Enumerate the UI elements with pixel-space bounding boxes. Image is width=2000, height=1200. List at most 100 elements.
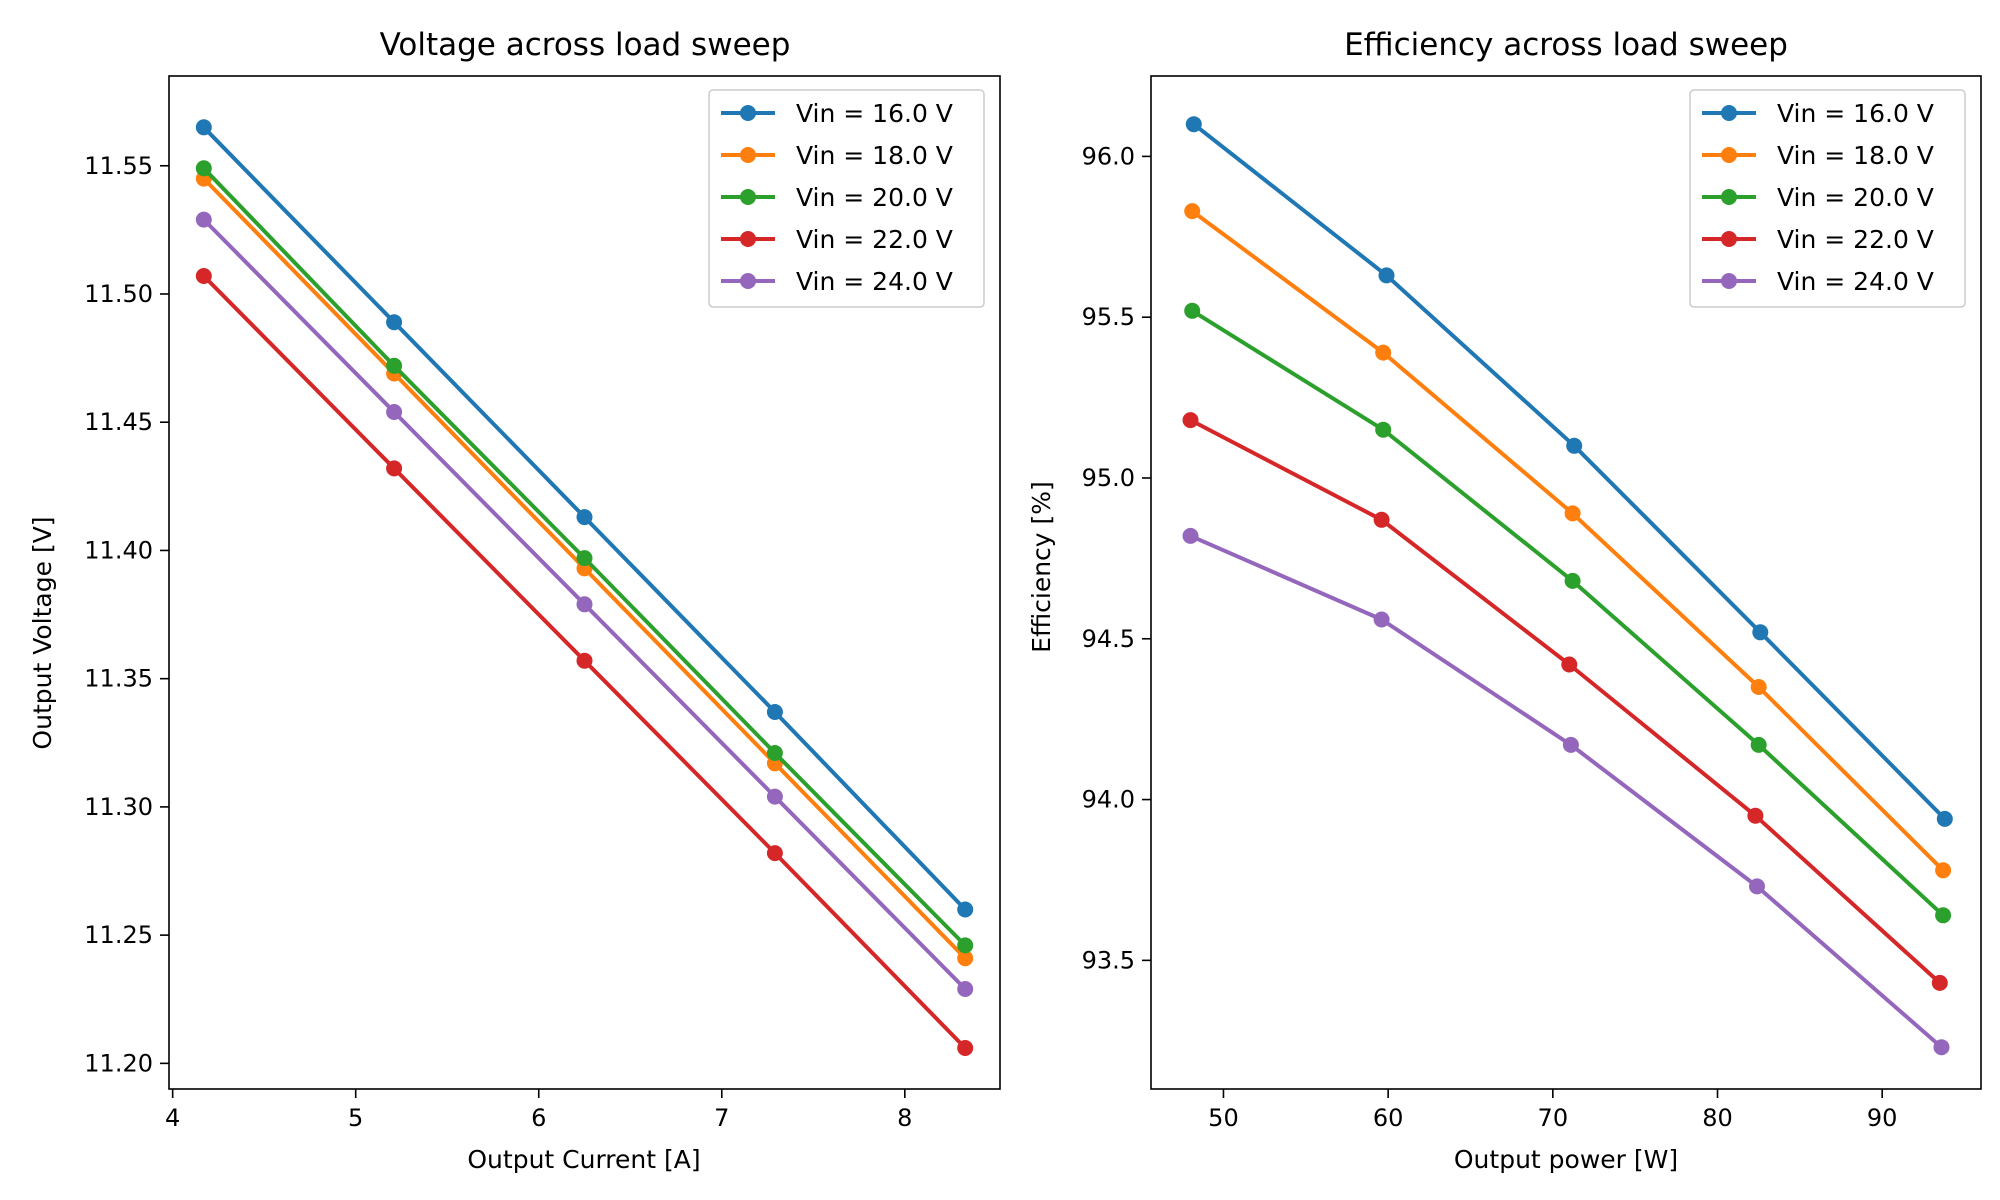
voltage-chart-data-point-2-4: [957, 937, 974, 954]
efficiency-chart-legend-label-2: Vin = 20.0 V: [1777, 183, 1934, 212]
voltage-chart-axes: 4 5 6 7 8 11.20 11.25 11.30 11.35 11.40 11.45 11.50…: [84, 75, 1001, 1132]
voltage-chart-plot-area: [195, 119, 974, 1056]
efficiency-chart-x-tick-label-0: 50: [1208, 1104, 1239, 1132]
efficiency-chart-data-point-0-3: [1752, 624, 1769, 641]
efficiency-chart-data-point-3-4: [1931, 974, 1948, 991]
voltage-chart-data-point-4-1: [386, 404, 403, 420]
voltage-chart: Voltage across load sweep Output Current…: [28, 27, 1001, 1174]
voltage-chart-legend-marker-4: [740, 273, 756, 289]
efficiency-chart-data-point-0-0: [1185, 116, 1202, 133]
efficiency-chart-legend-box: [1689, 89, 1966, 308]
efficiency-chart-legend-marker-3: [1721, 231, 1737, 247]
efficiency-chart-x-axis-label: Output power [W]: [1454, 1145, 1678, 1174]
voltage-chart-legend-label-4: Vin = 24.0 V: [796, 267, 953, 296]
voltage-chart-y-tick-label-6: 11.50: [84, 280, 153, 308]
efficiency-chart-x-tick-label-1: 60: [1373, 1104, 1404, 1132]
efficiency-chart-y-tick-label-3: 95.0: [1082, 464, 1135, 492]
efficiency-chart-legend-label-3: Vin = 22.0 V: [1777, 225, 1934, 254]
efficiency-chart-data-point-1-2: [1564, 505, 1581, 522]
efficiency-chart-data-point-2-4: [1935, 907, 1952, 924]
voltage-chart-data-point-0-0: [195, 119, 212, 136]
efficiency-chart-legend-label-0: Vin = 16.0 V: [1777, 99, 1934, 128]
efficiency-chart-plot-area: [1182, 116, 1953, 1056]
voltage-chart-legend-label-3: Vin = 22.0 V: [796, 225, 953, 254]
efficiency-chart-data-point-2-3: [1750, 736, 1767, 753]
efficiency-chart-data-point-1-0: [1184, 203, 1201, 220]
voltage-chart-x-tick-label-3: 7: [714, 1104, 729, 1132]
voltage-chart-x-tick-label-0: 4: [165, 1104, 180, 1132]
efficiency-chart-title: Efficiency across load sweep: [1344, 27, 1788, 63]
efficiency-chart-data-point-4-4: [1933, 1039, 1950, 1056]
voltage-chart-data-point-3-4: [957, 1040, 974, 1056]
voltage-chart-legend-box: [708, 89, 985, 308]
efficiency-chart-y-tick-label-5: 96.0: [1082, 142, 1135, 170]
efficiency-chart-data-point-4-2: [1562, 736, 1579, 753]
voltage-chart-data-point-2-2: [576, 550, 593, 567]
voltage-chart-data-point-2-3: [766, 745, 783, 761]
efficiency-chart-data-point-4-0: [1182, 527, 1199, 544]
voltage-chart-data-point-0-4: [957, 901, 974, 918]
efficiency-chart-legend: Vin = 16.0 V Vin = 18.0 V Vin = 20.0 V Vin …: [1689, 89, 1966, 308]
efficiency-chart-legend-marker-2: [1721, 189, 1737, 205]
voltage-chart-data-point-2-0: [195, 160, 212, 177]
voltage-chart-data-point-1-4: [957, 950, 974, 967]
efficiency-chart-data-point-0-4: [1936, 810, 1953, 827]
efficiency-chart-data-point-3-2: [1561, 656, 1578, 673]
voltage-chart-x-tick-label-2: 6: [531, 1104, 546, 1132]
efficiency-chart-data-point-4-3: [1749, 878, 1765, 895]
efficiency-chart-legend-label-4: Vin = 24.0 V: [1777, 267, 1934, 296]
efficiency-chart-data-point-3-0: [1182, 412, 1199, 429]
efficiency-chart-data-point-2-0: [1184, 302, 1201, 319]
efficiency-chart-y-axis-label: Efficiency [%]: [1027, 481, 1056, 653]
efficiency-chart-axes: 50 60 70 80 90 93.5 94.0 94.5 95.0 95.5 96.0: [1082, 75, 1982, 1132]
efficiency-chart-data-point-2-1: [1375, 421, 1392, 438]
voltage-chart-data-point-0-3: [766, 704, 783, 720]
voltage-chart-y-axis-label: Output Voltage [V]: [28, 516, 57, 749]
efficiency-chart-y-tick-label-2: 94.5: [1082, 625, 1135, 653]
voltage-chart-data-point-4-0: [195, 211, 212, 228]
efficiency-chart-x-tick-label-3: 80: [1702, 1104, 1733, 1132]
voltage-chart-legend-label-0: Vin = 16.0 V: [796, 99, 953, 128]
efficiency-chart-legend-marker-4: [1721, 273, 1737, 289]
voltage-chart-legend-label-1: Vin = 18.0 V: [796, 141, 953, 170]
voltage-chart-y-tick-label-4: 11.40: [84, 536, 153, 564]
voltage-chart-legend: Vin = 16.0 V Vin = 18.0 V Vin = 20.0 V Vin …: [708, 89, 985, 308]
voltage-chart-legend-marker-1: [740, 147, 756, 163]
efficiency-chart-data-point-3-3: [1747, 807, 1764, 824]
efficiency-chart-y-tick-label-1: 94.0: [1082, 786, 1135, 814]
voltage-chart-y-tick-label-0: 11.20: [84, 1049, 153, 1077]
voltage-chart-legend-marker-0: [740, 105, 756, 121]
voltage-chart-data-point-4-2: [576, 596, 593, 613]
efficiency-chart-data-point-1-1: [1375, 344, 1392, 361]
voltage-chart-x-axis-label: Output Current [A]: [467, 1145, 700, 1174]
efficiency-chart-data-point-0-2: [1566, 437, 1583, 454]
voltage-chart-data-point-0-2: [576, 509, 593, 526]
efficiency-chart-data-point-4-1: [1373, 611, 1390, 628]
efficiency-chart-axes-frame: [1150, 75, 1982, 1090]
efficiency-chart-legend-label-1: Vin = 18.0 V: [1777, 141, 1934, 170]
voltage-chart-data-point-4-3: [766, 788, 783, 805]
efficiency-chart-x-tick-label-4: 90: [1867, 1104, 1898, 1132]
efficiency-chart-data-point-3-1: [1373, 511, 1390, 528]
voltage-chart-legend-marker-2: [740, 189, 756, 205]
efficiency-chart: Efficiency across load sweep Output powe…: [1027, 27, 1982, 1174]
voltage-chart-data-point-3-0: [195, 268, 212, 284]
efficiency-chart-x-tick-label-2: 70: [1538, 1104, 1569, 1132]
efficiency-chart-data-point-1-3: [1750, 679, 1767, 695]
voltage-chart-y-tick-label-5: 11.45: [84, 408, 153, 436]
efficiency-chart-data-point-2-2: [1564, 572, 1581, 589]
voltage-chart-data-point-2-1: [386, 357, 403, 374]
efficiency-chart-legend-marker-1: [1721, 147, 1737, 163]
efficiency-chart-data-point-1-4: [1935, 862, 1952, 879]
voltage-chart-data-point-0-1: [386, 314, 403, 331]
voltage-chart-legend-label-2: Vin = 20.0 V: [796, 183, 953, 212]
voltage-chart-data-point-3-3: [766, 845, 783, 862]
voltage-chart-data-point-4-4: [957, 981, 974, 997]
voltage-chart-y-tick-label-7: 11.55: [84, 152, 153, 180]
voltage-chart-legend-marker-3: [740, 231, 756, 247]
voltage-chart-y-tick-label-3: 11.35: [84, 665, 153, 693]
voltage-chart-y-tick-label-1: 11.25: [84, 921, 153, 949]
efficiency-chart-legend-marker-0: [1721, 105, 1737, 121]
voltage-chart-data-point-3-2: [576, 652, 593, 669]
